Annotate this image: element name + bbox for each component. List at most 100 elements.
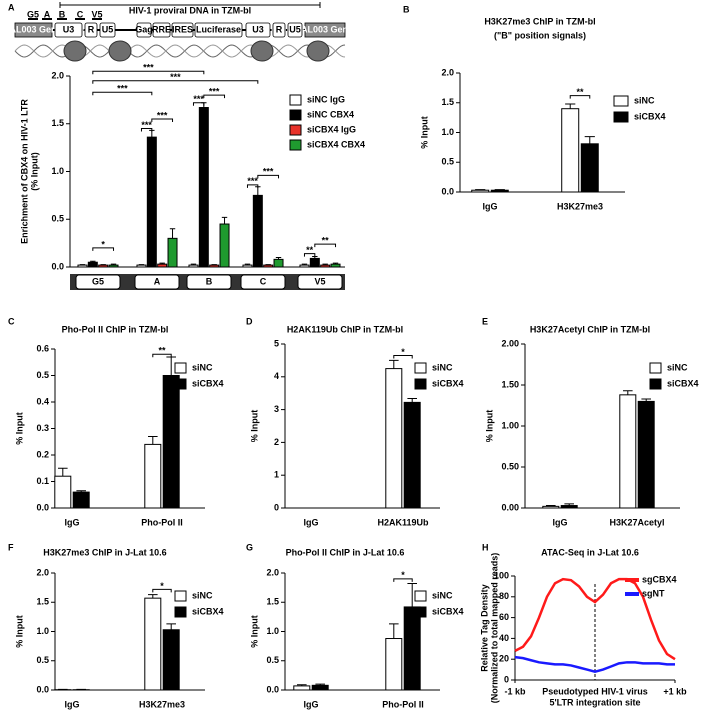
bar — [385, 638, 403, 691]
legend-swatch — [414, 362, 427, 374]
y-tick-label: 0.1 — [36, 476, 49, 486]
legend-label: siCBX4 — [432, 606, 464, 616]
error-bar — [564, 503, 574, 506]
error-bar — [332, 262, 339, 265]
significance-label: *** — [263, 167, 274, 177]
nucleosome — [250, 40, 274, 62]
nucleosome — [108, 40, 132, 62]
y-tick-label: 1.5 — [36, 597, 49, 607]
y-tick-label: 1.5 — [266, 597, 279, 607]
legend-label: siNC — [634, 95, 655, 105]
significance-bracket — [393, 354, 413, 359]
y-axis-label: Relative Tag Density — [479, 584, 489, 671]
bar — [242, 264, 253, 268]
error-bar — [641, 398, 651, 402]
legend-swatch — [289, 94, 302, 106]
bar — [542, 505, 560, 509]
bar — [146, 136, 157, 268]
bar — [54, 475, 72, 509]
error-bar — [244, 263, 251, 266]
element-box — [84, 22, 98, 38]
y-tick-label: 0.6 — [36, 343, 49, 353]
error-bar — [407, 397, 417, 403]
y-tick-label: 4 — [274, 371, 279, 381]
y-axis-label: (Normalized to total mapped reads) — [489, 553, 499, 704]
x-tick-label: C — [260, 276, 267, 286]
flank-label: Human RAL003 Genome DNA — [261, 24, 389, 34]
bar — [209, 264, 220, 268]
bar — [619, 394, 637, 509]
element-label: U5 — [289, 24, 301, 34]
chart-title: H3K27me3 ChIP in J-Lat 10.6 — [43, 547, 166, 557]
legend-swatch — [613, 95, 629, 107]
chart-title: H3K27me3 ChIP in TZM-bl — [484, 16, 595, 26]
significance-bracket — [192, 102, 205, 106]
y-axis-label: % Input — [249, 615, 259, 648]
y-axis-label: % Input — [419, 116, 429, 149]
x-annotation: 5'LTR integration site — [550, 697, 641, 707]
legend-swatch — [414, 378, 427, 390]
legend-label: siCBX4 — [634, 111, 666, 121]
y-tick-label: 2.0 — [36, 567, 49, 577]
significance-bracket — [393, 578, 413, 582]
y-tick-label: 2.0 — [266, 567, 279, 577]
x-tick-label: G5 — [92, 276, 104, 286]
error-bar — [58, 467, 68, 477]
line-series — [514, 577, 676, 661]
error-bar — [190, 263, 197, 266]
primer-bar — [75, 18, 85, 20]
legend-swatch — [414, 590, 427, 602]
line-series — [514, 655, 675, 673]
diagram-title: HIV-1 proviral DNA in TZM-bl — [129, 5, 251, 15]
legend-label: siNC — [432, 362, 453, 372]
bar — [403, 606, 421, 691]
legend-label: siNC — [667, 362, 688, 372]
significance-label: ** — [158, 346, 166, 356]
element-label: U5 — [102, 24, 114, 34]
category-box — [297, 274, 343, 290]
significance-label: *** — [170, 72, 181, 82]
y-tick-label: 1.0 — [266, 626, 279, 636]
error-bar — [407, 583, 417, 607]
bar — [167, 237, 178, 268]
significance-label: *** — [143, 63, 154, 73]
primer-bar — [28, 18, 38, 20]
error-bar — [546, 505, 556, 507]
chart-title: Pho-Pol II ChIP in J-Lat 10.6 — [286, 547, 405, 557]
nucleosome — [306, 40, 330, 62]
element-box — [136, 22, 152, 38]
bar — [252, 194, 263, 268]
legend-swatch — [289, 124, 302, 136]
element-label: IRES — [172, 24, 193, 34]
legend-label: siCBX4 — [192, 606, 224, 616]
error-bar — [584, 136, 595, 144]
bar — [162, 629, 180, 691]
legend-swatch — [414, 606, 427, 618]
y-tick-label: 1.50 — [501, 379, 519, 389]
flank-label: Human RAL003 Genome DNA — [0, 24, 98, 34]
element-box — [194, 22, 243, 38]
y-tick-label: 0.3 — [36, 423, 49, 433]
error-bar — [389, 359, 399, 369]
significance-label: *** — [117, 84, 128, 94]
legend-label: siNC CBX4 — [307, 109, 354, 119]
y-tick-label: 0.5 — [36, 655, 49, 665]
element-label: RRE — [152, 24, 171, 34]
chart-title: ATAC-Seq in J-Lat 10.6 — [541, 547, 639, 557]
bar — [490, 189, 509, 193]
bar — [580, 143, 599, 193]
x-tick-label: H2AK119Ub — [377, 517, 429, 527]
y-tick-label: 100 — [494, 570, 509, 580]
significance-bracket — [257, 174, 280, 179]
panel-letter: F — [8, 542, 14, 552]
bar — [144, 597, 162, 691]
error-bar — [148, 594, 158, 599]
x-tick-label: IgG — [553, 517, 568, 527]
significance-label: * — [160, 581, 164, 591]
y-tick-label: 0.5 — [36, 370, 49, 380]
error-bar — [475, 189, 486, 191]
significance-label: ** — [306, 245, 314, 255]
bar — [77, 264, 88, 268]
x-tick-label: B — [206, 276, 213, 286]
